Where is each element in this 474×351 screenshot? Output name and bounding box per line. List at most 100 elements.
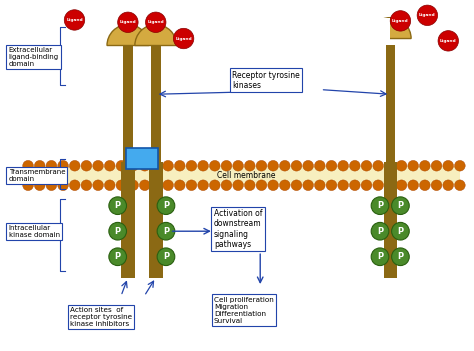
Circle shape: [455, 180, 465, 191]
Circle shape: [104, 180, 115, 191]
FancyBboxPatch shape: [149, 161, 163, 278]
Circle shape: [256, 180, 267, 191]
Circle shape: [417, 5, 438, 26]
Circle shape: [371, 197, 389, 214]
Circle shape: [390, 11, 410, 31]
Circle shape: [128, 160, 138, 171]
Circle shape: [81, 160, 92, 171]
Text: Ligand: Ligand: [392, 19, 409, 23]
Text: Action sites  of
receptor tyrosine
kinase inhibitors: Action sites of receptor tyrosine kinase…: [70, 307, 132, 327]
Text: P: P: [397, 252, 403, 261]
Circle shape: [93, 180, 103, 191]
Circle shape: [392, 248, 409, 266]
Circle shape: [314, 160, 325, 171]
Text: Ligand: Ligand: [119, 20, 136, 24]
Circle shape: [146, 12, 166, 33]
Circle shape: [93, 160, 103, 171]
Circle shape: [431, 160, 442, 171]
Circle shape: [361, 160, 372, 171]
Circle shape: [326, 180, 337, 191]
Text: Intracellular
kinase domain: Intracellular kinase domain: [9, 225, 60, 238]
Circle shape: [373, 160, 383, 171]
Text: P: P: [377, 252, 383, 261]
Circle shape: [116, 180, 127, 191]
Circle shape: [303, 160, 313, 171]
Circle shape: [69, 160, 80, 171]
Circle shape: [280, 180, 290, 191]
Circle shape: [198, 160, 209, 171]
FancyBboxPatch shape: [28, 166, 460, 185]
Circle shape: [81, 180, 92, 191]
Circle shape: [371, 248, 389, 266]
Circle shape: [186, 180, 197, 191]
Circle shape: [221, 160, 232, 171]
Circle shape: [303, 180, 313, 191]
Text: P: P: [377, 227, 383, 236]
Circle shape: [104, 160, 115, 171]
Circle shape: [35, 160, 45, 171]
Circle shape: [373, 180, 383, 191]
Circle shape: [118, 12, 138, 33]
Circle shape: [245, 160, 255, 171]
Circle shape: [392, 223, 409, 240]
Circle shape: [349, 180, 360, 191]
FancyBboxPatch shape: [126, 148, 158, 168]
Circle shape: [109, 248, 127, 266]
Circle shape: [157, 248, 175, 266]
Circle shape: [23, 180, 33, 191]
Circle shape: [443, 160, 454, 171]
Circle shape: [431, 180, 442, 191]
Circle shape: [23, 160, 33, 171]
Circle shape: [69, 180, 80, 191]
Circle shape: [58, 180, 68, 191]
Circle shape: [109, 223, 127, 240]
FancyBboxPatch shape: [123, 46, 133, 161]
Circle shape: [151, 180, 162, 191]
Circle shape: [396, 160, 407, 171]
Circle shape: [221, 180, 232, 191]
Circle shape: [46, 160, 57, 171]
Circle shape: [58, 160, 68, 171]
Circle shape: [314, 180, 325, 191]
Text: Ligand: Ligand: [175, 37, 192, 40]
Text: Receptor tyrosine
kinases: Receptor tyrosine kinases: [232, 71, 300, 90]
Circle shape: [151, 160, 162, 171]
Text: Ligand: Ligand: [147, 20, 164, 24]
Circle shape: [291, 180, 302, 191]
Text: P: P: [163, 252, 169, 261]
Text: Transmembrane
domain: Transmembrane domain: [9, 169, 65, 182]
Circle shape: [139, 160, 150, 171]
Circle shape: [157, 223, 175, 240]
Text: Activation of
downstream
signaling
pathways: Activation of downstream signaling pathw…: [214, 209, 262, 249]
Circle shape: [64, 10, 85, 30]
Text: P: P: [115, 201, 121, 210]
Text: P: P: [115, 227, 121, 236]
Circle shape: [128, 180, 138, 191]
Text: Ligand: Ligand: [419, 13, 436, 17]
Circle shape: [256, 160, 267, 171]
Text: P: P: [163, 227, 169, 236]
FancyBboxPatch shape: [121, 161, 135, 278]
Circle shape: [438, 31, 458, 51]
Text: Cell proliferation
Migration
Differentiation
Survival: Cell proliferation Migration Differentia…: [214, 297, 273, 324]
Text: P: P: [377, 201, 383, 210]
Circle shape: [46, 180, 57, 191]
Circle shape: [349, 160, 360, 171]
Text: P: P: [397, 227, 403, 236]
Text: P: P: [115, 252, 121, 261]
Text: Ligand: Ligand: [66, 18, 83, 22]
Circle shape: [163, 180, 173, 191]
FancyBboxPatch shape: [384, 161, 397, 278]
Circle shape: [408, 180, 419, 191]
Circle shape: [268, 160, 279, 171]
Circle shape: [116, 160, 127, 171]
Text: Cell membrane: Cell membrane: [217, 171, 275, 180]
Circle shape: [139, 180, 150, 191]
Circle shape: [384, 160, 395, 171]
Circle shape: [338, 160, 348, 171]
Circle shape: [163, 160, 173, 171]
Circle shape: [157, 197, 175, 214]
Circle shape: [408, 160, 419, 171]
Text: P: P: [397, 201, 403, 210]
Circle shape: [109, 197, 127, 214]
